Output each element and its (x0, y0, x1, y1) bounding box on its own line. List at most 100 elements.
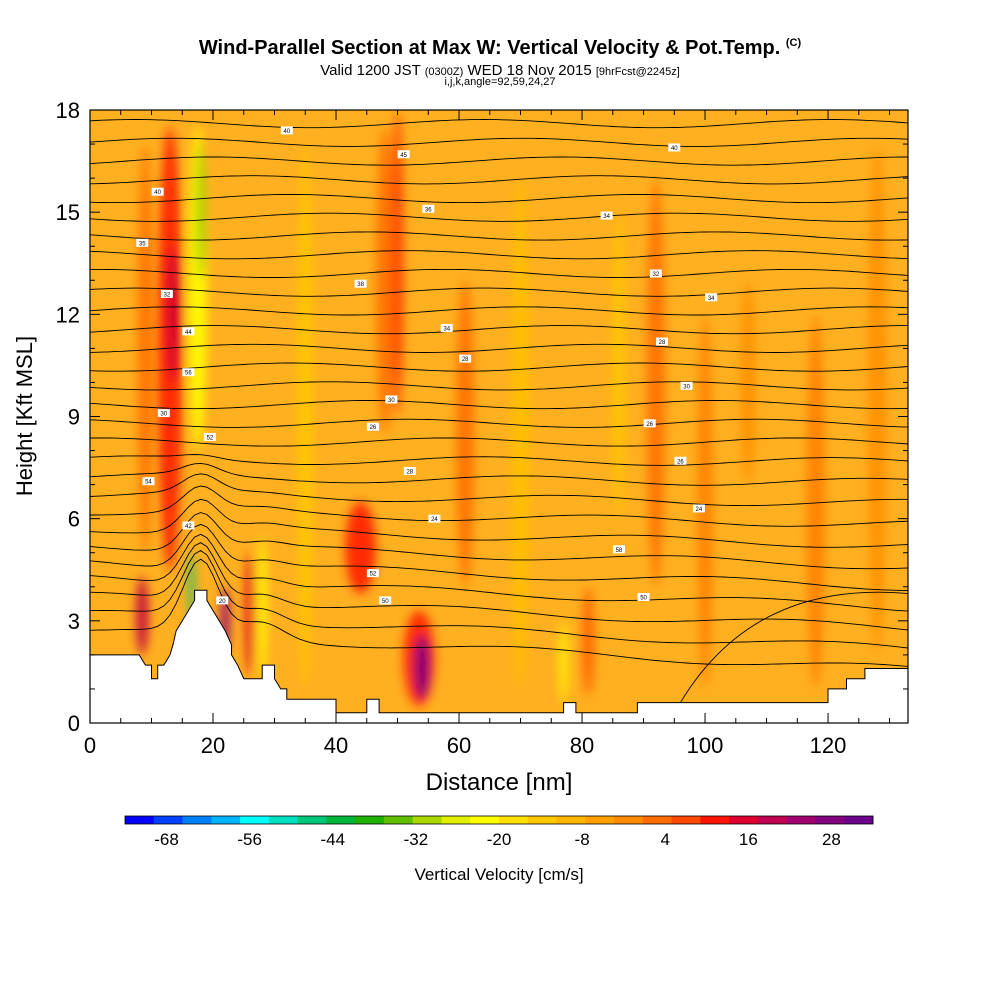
isentrope-label: 58 (612, 545, 625, 554)
colorbar-tick-label: -32 (404, 830, 429, 849)
isentrope-label: 26 (366, 422, 379, 431)
colorbar-swatch (614, 816, 644, 824)
y-tick-label: 6 (68, 507, 80, 532)
svg-text:44: 44 (185, 330, 192, 336)
svg-text:32: 32 (164, 292, 171, 298)
svg-text:30: 30 (160, 412, 167, 418)
isentrope-label: 50 (379, 596, 392, 605)
isentrope-label: 32 (649, 269, 662, 278)
y-tick-label: 15 (56, 200, 80, 225)
isentrope-line (90, 498, 908, 548)
svg-text:56: 56 (185, 371, 192, 377)
isentrope-label: 52 (366, 569, 379, 578)
colorbar-tick-label: 16 (739, 830, 758, 849)
colorbar-swatch (527, 816, 557, 824)
velocity-cell-21 (868, 144, 887, 655)
velocity-cell-8 (245, 552, 255, 676)
velocity-cell-5 (136, 576, 149, 655)
colorbar-swatch (441, 816, 471, 824)
velocity-cell-3 (195, 144, 206, 281)
isentrope-line (90, 437, 908, 447)
isentrope-line (90, 462, 908, 486)
valid-prefix: Valid 1200 JST (320, 62, 421, 79)
colorbar-swatch (182, 816, 212, 824)
copyright-mark: (C) (785, 37, 802, 49)
colorbar-swatch (297, 816, 327, 824)
isentrope-label: 26 (643, 419, 656, 428)
isentrope-label: 24 (692, 504, 705, 513)
isentrope-label: 34 (600, 211, 613, 220)
isentrope-line (90, 362, 908, 372)
colorbar-swatch (700, 816, 730, 824)
x-axis-label: Distance [nm] (426, 769, 573, 796)
valid-zulu: (0300Z) (424, 66, 464, 78)
isentrope-line (90, 542, 908, 631)
isentrope-lines (90, 119, 908, 703)
velocity-cell-12 (414, 634, 430, 700)
colorbar-swatch (326, 816, 356, 824)
isentrope-line (680, 591, 908, 703)
svg-text:50: 50 (640, 595, 647, 601)
velocity-cell-10 (375, 127, 395, 434)
colorbar-swatch (268, 816, 299, 824)
isentrope-label: 20 (216, 596, 229, 605)
y-tick-label: 12 (56, 302, 80, 327)
y-tick-label: 0 (68, 711, 80, 736)
colorbar-label: Vertical Velocity [cm/s] (414, 865, 583, 884)
colorbar-swatch (499, 816, 529, 824)
svg-text:52: 52 (370, 572, 377, 578)
terrain (90, 589, 908, 723)
velocity-cell-20 (806, 314, 825, 689)
isentrope-line (90, 231, 908, 241)
velocity-cell-18 (697, 314, 713, 689)
isentrope-label: 40 (151, 187, 164, 196)
isentrope-label: 24 (428, 514, 441, 523)
svg-text:26: 26 (677, 459, 684, 465)
isentrope-line (90, 400, 908, 410)
isentrope-label: 52 (203, 432, 216, 441)
velocity-cell-15 (559, 620, 568, 703)
velocity-cell-13 (391, 110, 404, 417)
isentrope-line (90, 250, 908, 260)
svg-text:50: 50 (382, 599, 389, 605)
isentrope-label: 50 (637, 592, 650, 601)
x-tick-label: 100 (687, 733, 724, 758)
isentrope-label: 56 (182, 368, 195, 377)
velocity-cell-24 (511, 178, 530, 689)
svg-text:40: 40 (671, 146, 678, 152)
isentrope-label: 34 (440, 323, 453, 332)
colorbar-swatch (815, 816, 845, 824)
isentrope-line (90, 325, 908, 335)
valid-date: WED 18 Nov 2015 (467, 62, 592, 79)
colorbar-swatch (153, 816, 183, 824)
velocity-cell-25 (612, 212, 626, 519)
colorbar-tick-label: -44 (320, 830, 345, 849)
colorbar-swatch (642, 816, 673, 824)
isentrope-line (90, 485, 908, 527)
isentrope-label: 40 (668, 143, 681, 152)
isentrope-label: 30 (385, 395, 398, 404)
x-tick-label: 60 (447, 733, 471, 758)
colorbar-tick-label: -68 (154, 830, 179, 849)
svg-text:58: 58 (616, 548, 623, 554)
chart-title: Wind-Parallel Section at Max W: Vertical… (0, 37, 1000, 60)
svg-text:30: 30 (683, 384, 690, 390)
svg-text:32: 32 (652, 272, 659, 278)
svg-text:40: 40 (154, 190, 161, 196)
svg-text:28: 28 (659, 340, 666, 346)
colorbar-swatch (412, 816, 442, 824)
isentrope-line (90, 418, 908, 428)
colorbar: -68 -56 -44 -32 -20 -8 4 16 28 (124, 815, 874, 849)
colorbar-swatch (556, 816, 586, 824)
colorbar-swatch (355, 816, 385, 824)
svg-text:34: 34 (443, 326, 450, 332)
colorbar-tick-label: 28 (822, 830, 841, 849)
svg-text:52: 52 (207, 435, 214, 441)
isentrope-line (90, 212, 908, 222)
colorbar-swatch (125, 816, 155, 824)
y-axis-label: Height [Kft MSL] (12, 336, 37, 496)
isentrope-line (90, 194, 908, 204)
svg-text:35: 35 (139, 241, 146, 247)
isentrope-labels: 40 45 40 40 36 34 35 32 38 32 34 34 44 28 28 56 30 30 30 26… (136, 126, 718, 605)
